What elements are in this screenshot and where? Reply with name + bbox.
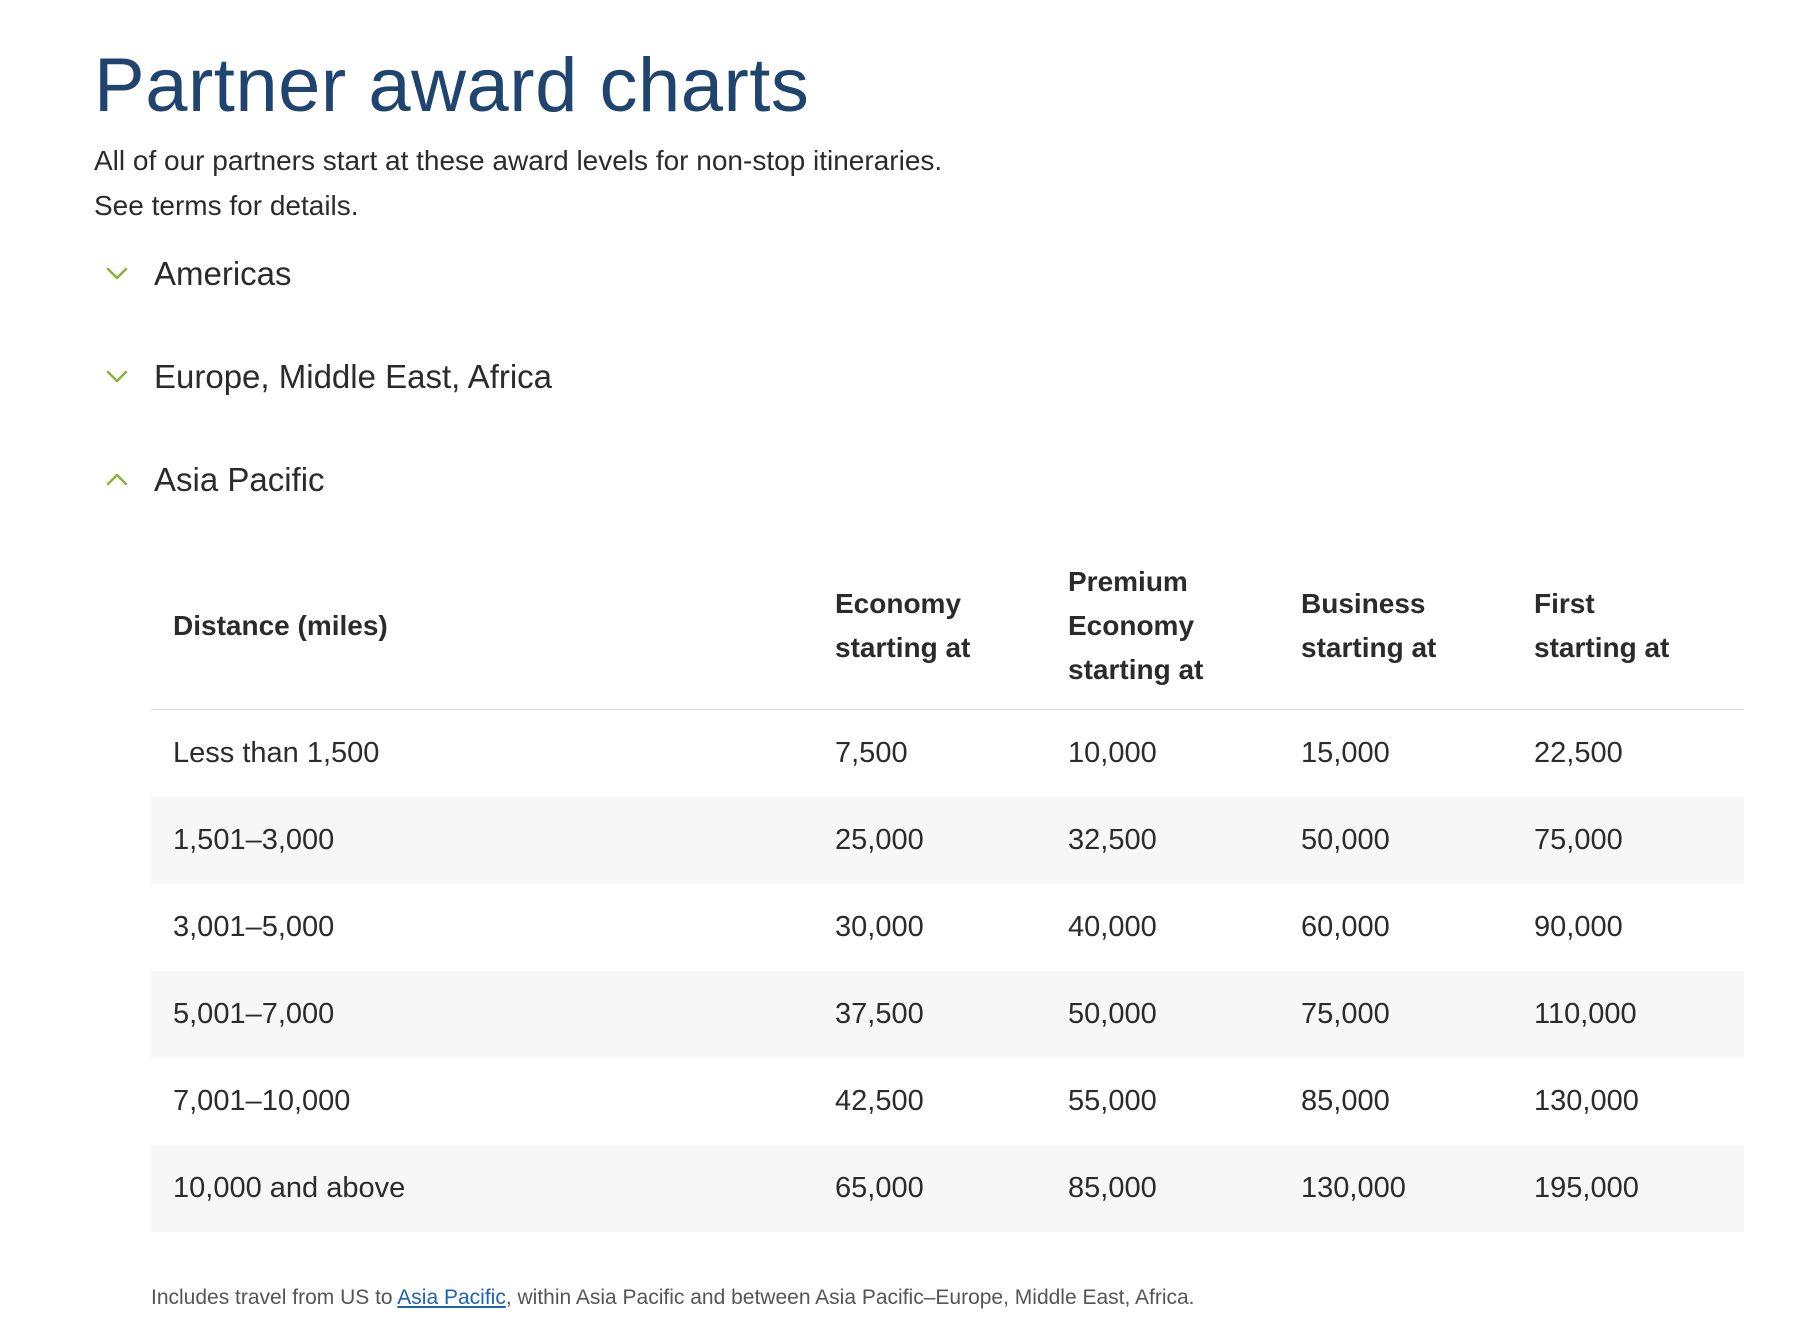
cell-premium-economy: 32,500: [1046, 797, 1279, 884]
cell-premium-economy: 55,000: [1068, 1085, 1157, 1117]
header-first: First starting at: [1512, 543, 1744, 710]
table-row: 5,001–7,000 37,500 50,000 75,000 110,000: [151, 971, 1744, 1058]
page-title: Partner award charts: [94, 43, 810, 128]
cell-business: 15,000: [1301, 737, 1390, 769]
cell-economy: 30,000: [835, 911, 924, 943]
cell-premium-economy: 40,000: [1068, 911, 1157, 943]
accordion-label: Americas: [154, 255, 292, 292]
accordion-label: Asia Pacific: [154, 461, 325, 498]
header-premium-economy: Premium Economy starting at: [1046, 543, 1279, 710]
footnote-text-before: Includes travel from US to: [151, 1286, 398, 1309]
accordion-label: Europe, Middle East, Africa: [154, 358, 553, 395]
cell-business: 60,000: [1301, 911, 1390, 943]
cell-economy: 65,000: [813, 1145, 1046, 1232]
award-chart-table: Distance (miles) Economy starting at Pre…: [151, 543, 1744, 1232]
cell-premium-economy: 10,000: [1068, 737, 1157, 769]
cell-premium-economy: 50,000: [1046, 971, 1279, 1058]
cell-first: 90,000: [1534, 911, 1623, 943]
table-row: 10,000 and above 65,000 85,000 130,000 1…: [151, 1145, 1744, 1232]
cell-economy: 25,000: [813, 797, 1046, 884]
cell-business: 75,000: [1279, 971, 1512, 1058]
cell-first: 195,000: [1512, 1145, 1744, 1232]
chevron-down-icon: [106, 370, 128, 383]
header-business: Business starting at: [1279, 543, 1512, 710]
table-row: Less than 1,500 7,500 10,000 15,000 22,5…: [151, 710, 1744, 798]
header-economy: Economy starting at: [813, 543, 1046, 710]
cell-distance: 7,001–10,000: [173, 1085, 351, 1117]
table-footnote: Includes travel from US to Asia Pacific,…: [151, 1286, 1195, 1310]
cell-distance: 10,000 and above: [151, 1145, 813, 1232]
cell-distance: Less than 1,500: [173, 737, 380, 769]
table-row: 1,501–3,000 25,000 32,500 50,000 75,000: [151, 797, 1744, 884]
footnote-text-after: , within Asia Pacific and between Asia P…: [505, 1286, 1195, 1309]
cell-first: 110,000: [1512, 971, 1744, 1058]
table-row: 3,001–5,000 30,000 40,000 60,000 90,000: [151, 884, 1744, 971]
cell-first: 130,000: [1534, 1085, 1639, 1117]
cell-distance: 1,501–3,000: [151, 797, 813, 884]
cell-economy: 42,500: [835, 1085, 924, 1117]
asia-pacific-link[interactable]: Asia Pacific: [397, 1286, 506, 1309]
subtitle-line-2: See terms for details.: [94, 190, 359, 221]
cell-business: 50,000: [1279, 797, 1512, 884]
cell-business: 130,000: [1279, 1145, 1512, 1232]
cell-first: 75,000: [1512, 797, 1744, 884]
accordion-europe-middle-east-africa[interactable]: Europe, Middle East, Africa: [100, 347, 552, 407]
chevron-up-icon: [106, 473, 128, 486]
accordion-americas[interactable]: Americas: [100, 244, 292, 304]
accordion-asia-pacific[interactable]: Asia Pacific: [100, 450, 325, 510]
cell-economy: 7,500: [835, 737, 908, 769]
header-distance: Distance (miles): [151, 543, 813, 710]
cell-first: 22,500: [1534, 737, 1623, 769]
cell-distance: 3,001–5,000: [173, 911, 335, 943]
subtitle-line-1: All of our partners start at these award…: [94, 145, 943, 176]
table-header-row: Distance (miles) Economy starting at Pre…: [151, 543, 1744, 710]
page-subtitle: All of our partners start at these award…: [94, 138, 1194, 228]
cell-business: 85,000: [1301, 1085, 1390, 1117]
cell-economy: 37,500: [813, 971, 1046, 1058]
cell-distance: 5,001–7,000: [151, 971, 813, 1058]
chevron-down-icon: [106, 267, 128, 280]
table-row: 7,001–10,000 42,500 55,000 85,000 130,00…: [151, 1058, 1744, 1145]
cell-premium-economy: 85,000: [1046, 1145, 1279, 1232]
